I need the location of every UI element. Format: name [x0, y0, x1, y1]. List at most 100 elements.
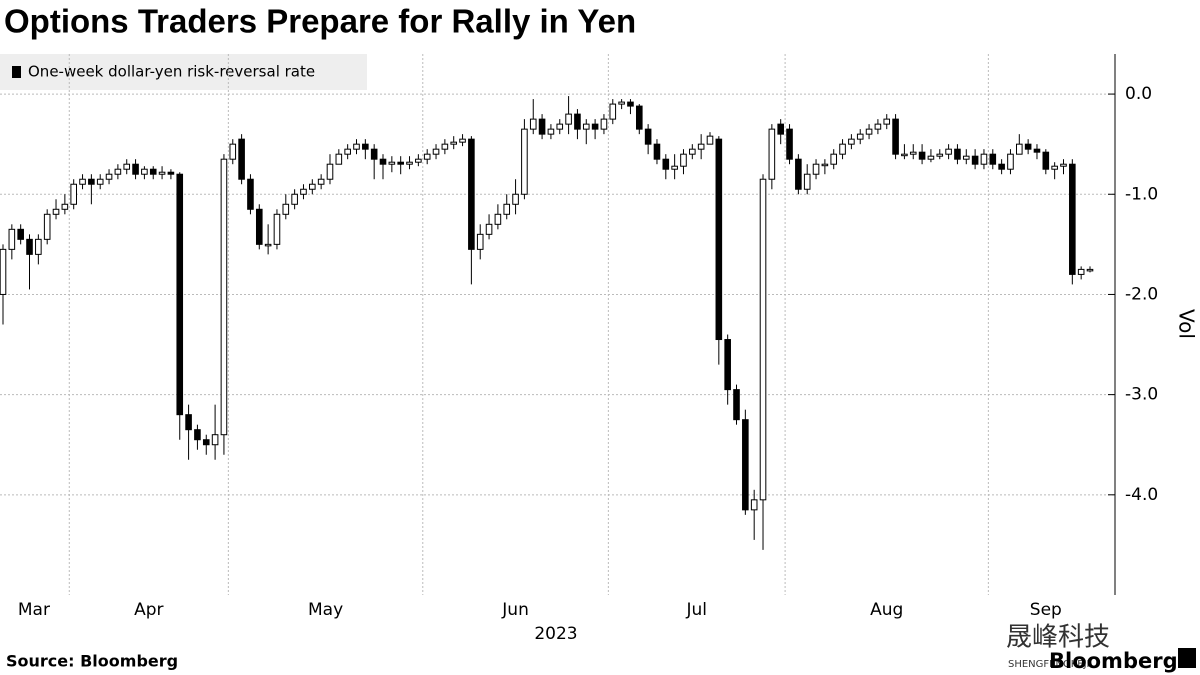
- candle-body: [742, 419, 749, 511]
- candle-body: [662, 158, 670, 170]
- y-tick-label: 0.0: [1125, 84, 1152, 104]
- candle-body: [706, 135, 714, 145]
- candle-body: [397, 161, 404, 165]
- candle-body: [247, 178, 254, 210]
- x-tick-label: Sep: [1030, 600, 1062, 620]
- candle-body: [759, 178, 767, 501]
- candle-body: [989, 153, 997, 165]
- candle-body: [494, 213, 502, 225]
- legend-label: One-week dollar-yen risk-reversal rate: [28, 63, 315, 81]
- candle-body: [971, 155, 979, 165]
- candle-body: [0, 248, 7, 295]
- legend-swatch: [12, 66, 21, 78]
- candle-body: [388, 161, 396, 165]
- candle-body: [609, 103, 617, 120]
- candle-body: [52, 208, 60, 215]
- x-axis-label: 2023: [534, 624, 577, 644]
- candle-body: [733, 389, 740, 421]
- candle-body: [379, 158, 387, 165]
- candle-body: [565, 113, 572, 125]
- candle-body: [202, 439, 210, 446]
- candle-body: [1069, 163, 1076, 275]
- candle-body: [848, 138, 855, 145]
- candle-body: [238, 138, 245, 180]
- candle-body: [441, 143, 449, 150]
- candle-body: [909, 151, 917, 155]
- candle-body: [264, 243, 272, 247]
- candle-body: [1007, 153, 1014, 170]
- candle-body: [724, 339, 731, 391]
- candle-body: [503, 203, 511, 215]
- candle-body: [892, 118, 899, 155]
- candle-body: [423, 153, 431, 160]
- x-tick-label: Aug: [870, 600, 903, 620]
- candle-body: [980, 153, 988, 165]
- candle-body: [485, 223, 493, 235]
- candle-body: [26, 238, 33, 255]
- candle-body: [255, 208, 263, 245]
- candle-body: [317, 178, 325, 185]
- candle-body: [600, 118, 608, 130]
- candle-body: [883, 118, 891, 125]
- candle-body: [211, 434, 219, 446]
- candle-body: [998, 163, 1005, 170]
- candle-body: [1060, 163, 1067, 167]
- candle-body: [697, 143, 705, 150]
- candle-body: [220, 158, 228, 436]
- candle-body: [627, 101, 634, 107]
- candle-body: [945, 148, 952, 155]
- candle-body: [344, 148, 351, 155]
- candle-body: [812, 163, 820, 175]
- candle-body: [618, 101, 625, 105]
- candle-body: [114, 168, 122, 175]
- candle-body: [282, 203, 290, 215]
- brand-logo: Bloomberg: [1049, 649, 1178, 673]
- x-tick-label: Apr: [134, 600, 163, 620]
- candle-body: [954, 148, 961, 160]
- candle-body: [856, 133, 864, 140]
- candle-body: [936, 153, 944, 157]
- legend-box: [0, 54, 367, 90]
- candle-body: [715, 138, 723, 341]
- y-tick-label: -1.0: [1125, 184, 1158, 204]
- candle-body: [185, 414, 192, 431]
- x-tick-label: Mar: [18, 600, 50, 620]
- candle-body: [176, 173, 184, 416]
- candle-body: [653, 143, 661, 160]
- candle-body: [432, 148, 440, 155]
- candle-body: [123, 163, 131, 170]
- candle-body: [795, 158, 802, 190]
- candle-body: [927, 155, 935, 160]
- y-axis-label: Vol: [1175, 309, 1199, 339]
- candle-body: [88, 178, 95, 185]
- candle-body: [149, 168, 157, 175]
- candle-body: [512, 193, 519, 205]
- candle-body: [839, 143, 846, 155]
- candle-body: [450, 141, 458, 145]
- candle-body: [1077, 268, 1085, 275]
- y-tick-label: -2.0: [1125, 284, 1158, 304]
- candle-body: [1086, 268, 1094, 272]
- candle-body: [962, 155, 970, 160]
- candle-body: [194, 429, 201, 441]
- x-tick-label: Jul: [685, 600, 707, 620]
- candle-body: [671, 165, 678, 170]
- candle-body: [17, 228, 24, 240]
- candle-body: [326, 163, 334, 180]
- candle-body: [1016, 143, 1023, 155]
- candle-body: [1051, 165, 1058, 170]
- candle-body: [79, 178, 86, 185]
- candle-body: [689, 148, 696, 155]
- candle-body: [158, 171, 166, 175]
- candle-body: [768, 128, 776, 180]
- candle-body: [415, 158, 422, 163]
- candle-body: [61, 203, 69, 210]
- candle-body: [362, 143, 369, 150]
- candle-body: [335, 153, 343, 165]
- candle-body: [468, 138, 475, 250]
- candle-body: [459, 138, 466, 143]
- candle-body: [582, 123, 590, 130]
- candle-body: [141, 168, 148, 175]
- watermark-sub: SHENGFENGKEJI: [1008, 659, 1090, 670]
